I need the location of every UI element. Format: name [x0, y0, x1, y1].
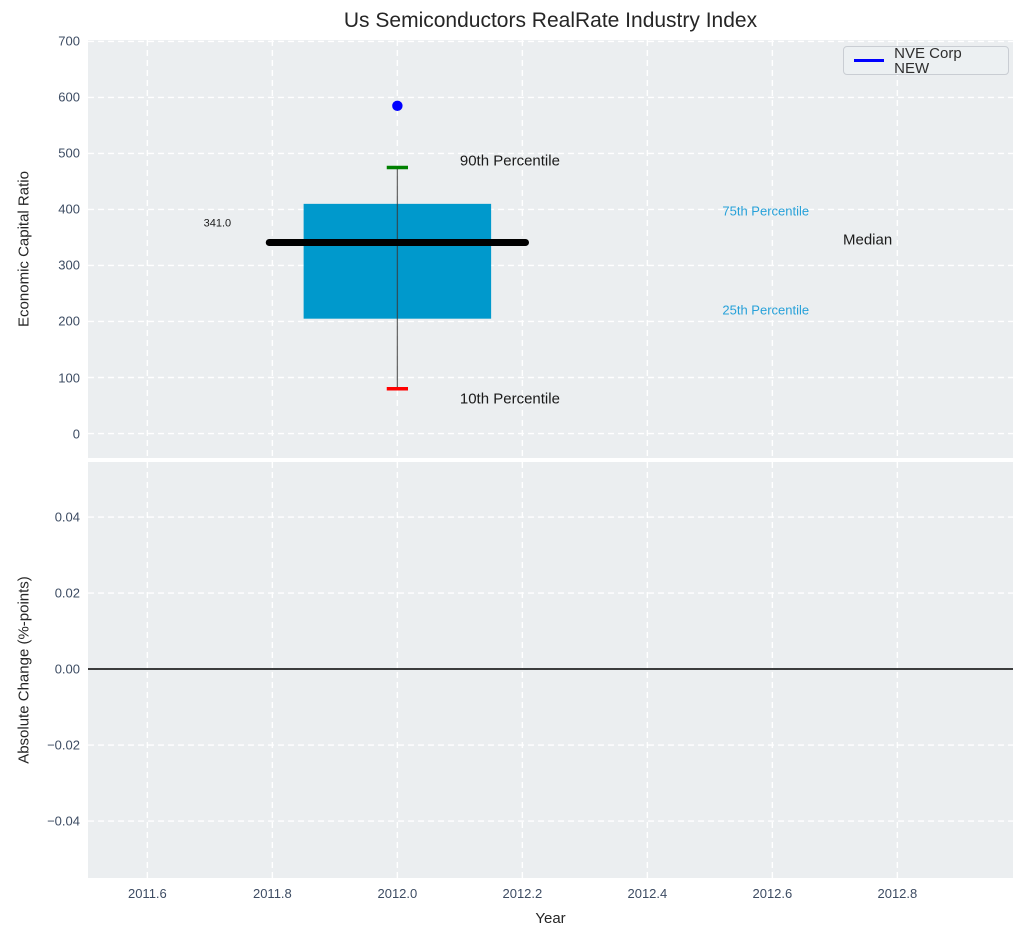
annotation-25th-percentile: 25th Percentile	[722, 302, 810, 318]
chart-title: Us Semiconductors RealRate Industry Inde…	[343, 9, 758, 32]
x-tick-label: 2012.6	[752, 886, 793, 901]
y-tick-label: 700	[58, 33, 80, 49]
x-tick-label: 2012.0	[377, 886, 418, 901]
y-axis-label-top: Economic Capital Ratio	[15, 171, 33, 327]
x-tick-label: 2011.8	[252, 886, 292, 901]
y-tick-label: 200	[58, 313, 80, 329]
y-tick-label: 300	[58, 257, 80, 273]
y-tick-label: 0	[72, 426, 80, 442]
y-tick-label: 0.04	[54, 509, 80, 525]
y-tick-label: 500	[58, 145, 80, 161]
x-axis-label: Year	[535, 910, 566, 927]
y-tick-label: 100	[58, 370, 80, 385]
annotation-341-0: 341.0	[203, 217, 232, 230]
annotation-75th-percentile: 75th Percentile	[722, 203, 810, 219]
axes-canvas	[88, 40, 1013, 458]
y-tick-label: 0.02	[54, 585, 80, 601]
axes-canvas	[88, 462, 1013, 878]
y-tick-label: 400	[58, 201, 80, 217]
x-tick-label: 2012.4	[627, 886, 668, 901]
annotation-90th-percentile: 90th Percentile	[459, 152, 560, 170]
y-tick-label: 600	[58, 89, 80, 105]
company-point	[392, 100, 403, 112]
y-tick-label: −0.02	[47, 737, 80, 753]
x-tick-label: 2012.2	[502, 886, 543, 901]
legend: NVE Corp NEW	[843, 44, 1009, 77]
annotation-10th-percentile: 10th Percentile	[459, 390, 560, 408]
legend-line-swatch	[854, 59, 885, 62]
legend-label: NVE Corp NEW	[894, 44, 962, 77]
bottom-axes	[88, 462, 1013, 878]
y-tick-label: 0.00	[54, 661, 80, 677]
x-tick-label: 2011.6	[127, 886, 167, 901]
x-tick-label: 2012.8	[877, 886, 918, 901]
top-axes	[88, 40, 1013, 458]
y-tick-label: −0.04	[47, 813, 80, 829]
annotation-median: Median	[843, 231, 893, 249]
